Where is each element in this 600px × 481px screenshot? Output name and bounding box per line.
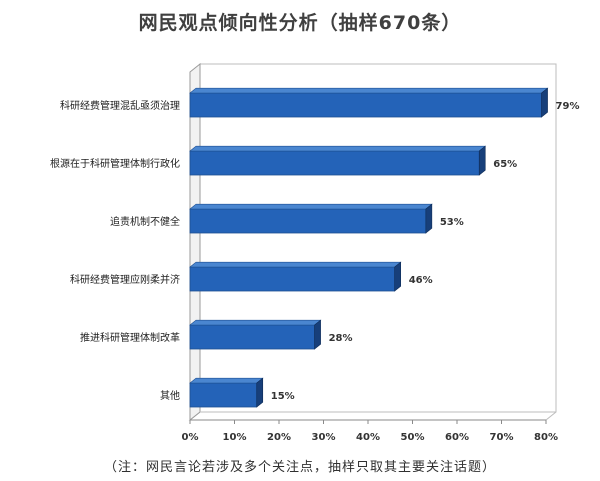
category-label: 其他 [160, 389, 180, 402]
x-tick-label: 40% [356, 432, 380, 443]
bar-value-label: 46% [409, 275, 433, 286]
bar [189, 377, 264, 408]
chart-footnote: （注：网民言论若涉及多个关注点，抽样只取其主要关注话题） [103, 460, 496, 475]
bar-front [189, 382, 258, 408]
bar-value-label: 79% [556, 101, 580, 112]
x-tick-label: 70% [490, 432, 514, 443]
bar-value-label: 65% [493, 159, 517, 170]
bar-value-label: 53% [440, 217, 464, 228]
x-tick-label: 60% [445, 432, 469, 443]
category-label: 科研经费管理混乱亟须治理 [60, 99, 180, 112]
category-label: 根源在于科研管理体制行政化 [50, 157, 180, 170]
bar-end [478, 145, 486, 176]
x-tick-label: 50% [401, 432, 425, 443]
plot-left-wall [189, 62, 201, 422]
bar-front [189, 324, 315, 350]
bar-top [189, 261, 402, 268]
x-tick-label: 80% [534, 432, 558, 443]
bar-top [189, 203, 433, 210]
bar-top [189, 319, 322, 326]
bar [189, 145, 487, 176]
bar-front [189, 150, 480, 176]
plot-back-wall [188, 63, 557, 421]
bar-front [189, 208, 427, 234]
bar-end [256, 377, 264, 408]
category-label: 推进科研管理体制改革 [80, 331, 180, 344]
bar [189, 261, 402, 292]
x-tick-label: 10% [223, 432, 247, 443]
x-tick-label: 30% [312, 432, 336, 443]
bar-front [189, 266, 396, 292]
bar-end [541, 87, 548, 118]
x-tick-label: 0% [182, 432, 199, 443]
category-label: 追责机制不健全 [110, 215, 180, 228]
bars-group [189, 87, 549, 408]
plot-frame [188, 62, 557, 424]
bar-top [189, 145, 487, 152]
bar-end [394, 261, 401, 292]
bar [189, 203, 433, 234]
bar-top [189, 87, 549, 94]
labels-group: 0% 10% 20% 30% 40% 50% 60% 70% 80% 79% 科研经费管理混乱亟须治… [50, 99, 579, 443]
bar-top [189, 377, 264, 384]
bar-end [425, 203, 433, 234]
bar [189, 87, 549, 118]
bar-value-label: 15% [271, 391, 295, 402]
bar-end [314, 319, 321, 350]
bar [189, 319, 322, 350]
x-tick-label: 20% [267, 432, 291, 443]
chart-title: 网民观点倾向性分析（抽样670条） [138, 12, 462, 34]
bar-value-label: 28% [329, 333, 353, 344]
bar-front [189, 92, 542, 118]
category-label: 科研经费管理应刚柔并济 [70, 273, 180, 286]
